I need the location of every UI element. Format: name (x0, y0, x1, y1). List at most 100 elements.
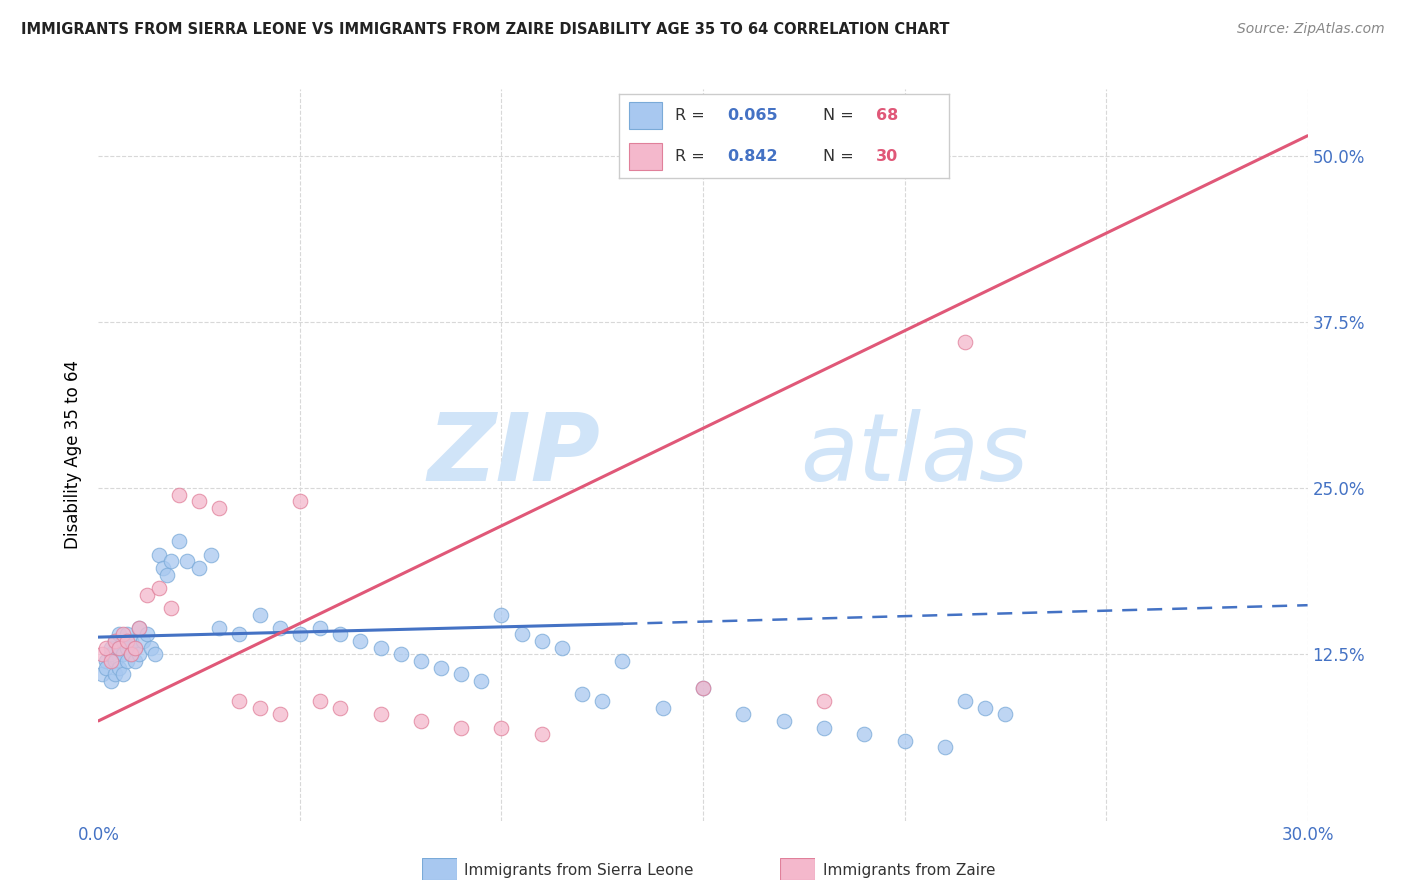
Text: R =: R = (675, 149, 710, 164)
Point (430, 661, 453, 675)
Point (470, 673, 492, 688)
Point (103, 634, 125, 648)
Point (853, 727, 876, 741)
Point (269, 707, 291, 722)
Text: Immigrants from Sierra Leone: Immigrants from Sierra Leone (464, 863, 693, 878)
Point (208, 621, 231, 635)
Point (370, 640, 392, 655)
Point (156, 567, 179, 582)
Bar (628, 103, 662, 129)
Point (160, 554, 183, 568)
Point (329, 700, 352, 714)
Point (450, 667, 472, 681)
Text: Immigrants from Zaire: Immigrants from Zaire (823, 863, 995, 878)
Point (103, 667, 125, 681)
Point (994, 707, 1017, 722)
Point (160, 600, 183, 615)
Text: 0.065: 0.065 (728, 108, 779, 123)
Point (115, 627, 138, 641)
Point (349, 634, 371, 648)
Point (288, 627, 311, 641)
Point (103, 634, 125, 648)
Y-axis label: Disability Age 35 to 64: Disability Age 35 to 64 (65, 360, 83, 549)
Point (510, 627, 533, 641)
Point (269, 621, 291, 635)
Point (120, 634, 142, 648)
Point (772, 714, 794, 728)
Text: 30: 30 (876, 149, 898, 164)
Point (571, 687, 593, 701)
Point (651, 700, 673, 714)
Text: N =: N = (824, 149, 859, 164)
Point (692, 681, 714, 695)
Point (813, 721, 835, 735)
Point (530, 727, 553, 741)
Text: ZIP: ZIP (427, 409, 600, 501)
Point (409, 654, 432, 668)
Text: atlas: atlas (800, 409, 1028, 500)
Text: IMMIGRANTS FROM SIERRA LEONE VS IMMIGRANTS FROM ZAIRE DISABILITY AGE 35 TO 64 CO: IMMIGRANTS FROM SIERRA LEONE VS IMMIGRAN… (21, 22, 949, 37)
Point (167, 488, 190, 502)
Point (124, 654, 146, 668)
Point (115, 654, 138, 668)
Point (124, 640, 146, 655)
Point (249, 700, 271, 714)
Point (111, 648, 134, 662)
Point (91, 648, 114, 662)
Point (115, 640, 138, 655)
Point (208, 501, 231, 516)
Point (100, 673, 122, 688)
Text: 0.842: 0.842 (728, 149, 779, 164)
Point (188, 494, 211, 508)
Point (491, 721, 513, 735)
Point (107, 661, 129, 675)
Point (228, 694, 250, 708)
Point (148, 581, 170, 595)
Point (974, 700, 997, 714)
Point (96, 661, 118, 675)
Point (103, 654, 125, 668)
Point (692, 681, 714, 695)
Point (111, 627, 134, 641)
Point (200, 548, 222, 562)
Text: Source: ZipAtlas.com: Source: ZipAtlas.com (1237, 22, 1385, 37)
Point (288, 494, 311, 508)
Point (148, 548, 170, 562)
Point (120, 648, 142, 662)
Point (591, 694, 613, 708)
Point (115, 634, 138, 648)
Point (96, 640, 118, 655)
Point (491, 607, 513, 622)
Point (128, 648, 150, 662)
Point (953, 694, 976, 708)
Text: 68: 68 (876, 108, 898, 123)
Point (96, 654, 118, 668)
Point (143, 648, 166, 662)
Point (128, 621, 150, 635)
Point (329, 627, 352, 641)
Point (309, 694, 332, 708)
Point (733, 707, 755, 722)
Point (132, 634, 155, 648)
Point (934, 740, 956, 755)
Point (389, 648, 412, 662)
Point (107, 627, 129, 641)
Text: N =: N = (824, 108, 859, 123)
Point (530, 634, 553, 648)
Point (128, 621, 150, 635)
Point (135, 627, 157, 641)
Point (111, 667, 134, 681)
Point (228, 627, 250, 641)
Point (450, 721, 472, 735)
Point (409, 714, 432, 728)
Point (152, 561, 174, 575)
Point (139, 640, 162, 655)
Point (111, 634, 134, 648)
Bar (628, 143, 662, 169)
Point (249, 607, 271, 622)
Point (953, 334, 976, 349)
Point (893, 734, 915, 748)
Point (107, 640, 129, 655)
Point (188, 561, 211, 575)
Point (100, 654, 122, 668)
